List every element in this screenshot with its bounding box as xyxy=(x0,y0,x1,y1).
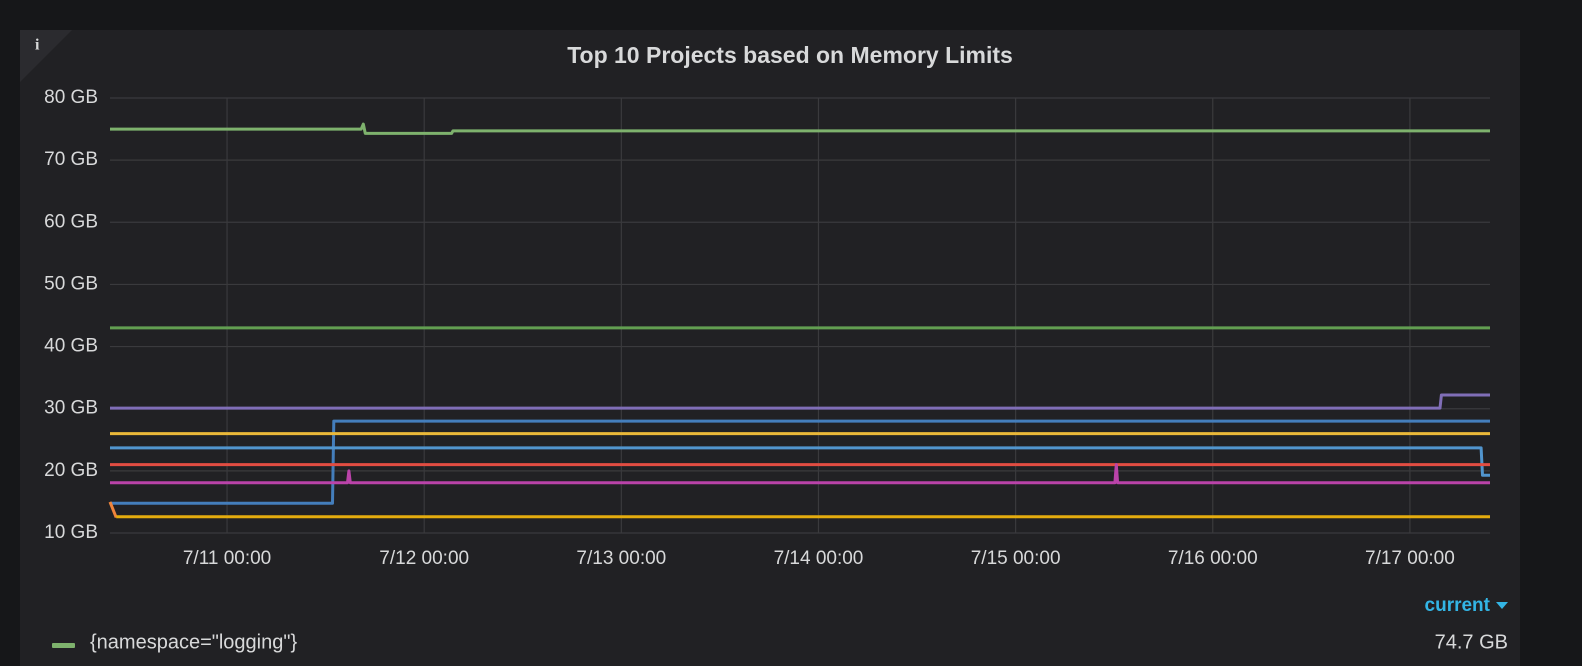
sort-arrow[interactable] xyxy=(1496,602,1508,609)
x-tick-label: 7/11 00:00 xyxy=(183,548,271,569)
y-tick-label: 50 GB xyxy=(44,273,98,294)
x-tick-label: 7/17 00:00 xyxy=(1365,548,1455,569)
x-tick-label: 7/15 00:00 xyxy=(971,548,1061,569)
y-tick-label: 30 GB xyxy=(44,398,98,419)
y-tick-label: 70 GB xyxy=(44,149,98,170)
x-tick-label: 7/14 00:00 xyxy=(774,548,864,569)
series-line xyxy=(110,446,1490,477)
plot: 10 GB 20 GB 30 GB 40 GB 50 GB 60 GB 70 GB 80 GB… xyxy=(44,87,1490,569)
series-line xyxy=(110,419,1490,505)
y-tick-label: 40 GB xyxy=(44,336,98,357)
series-line xyxy=(110,122,1490,135)
series-line xyxy=(108,501,118,519)
y-tick-label: 10 GB xyxy=(44,522,98,543)
legend-label[interactable]: {namespace="logging"} xyxy=(90,631,297,653)
panel xyxy=(20,30,1520,666)
info-icon[interactable]: i xyxy=(35,37,40,54)
y-tick-label: 60 GB xyxy=(44,211,98,232)
series-line xyxy=(110,393,1490,410)
chart-title: Top 10 Projects based on Memory Limits xyxy=(567,42,1013,68)
legend-value: 74.7 GB xyxy=(1435,631,1508,653)
series-line xyxy=(110,463,1490,485)
legend-header[interactable]: current xyxy=(1425,595,1491,616)
legend-swatch xyxy=(52,643,75,648)
x-tick-label: 7/13 00:00 xyxy=(576,548,666,569)
y-tick-label: 20 GB xyxy=(44,460,98,481)
info-corner[interactable] xyxy=(20,30,72,82)
y-tick-label: 80 GB xyxy=(44,87,98,108)
x-tick-label: 7/12 00:00 xyxy=(379,548,469,569)
x-tick-label: 7/16 00:00 xyxy=(1168,548,1258,569)
